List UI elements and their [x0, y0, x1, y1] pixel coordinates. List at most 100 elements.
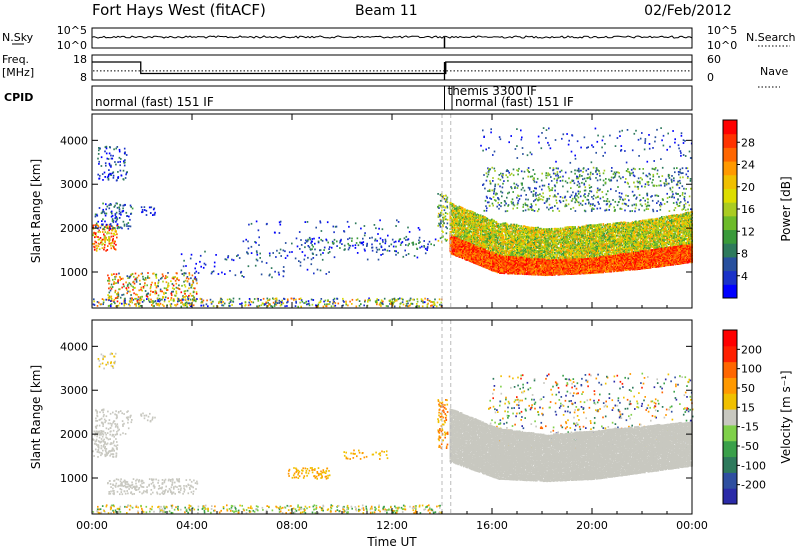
data-cell: [377, 249, 379, 251]
data-cell: [127, 291, 129, 293]
data-cell: [394, 250, 396, 252]
data-cell: [107, 245, 109, 247]
data-cell: [556, 182, 558, 184]
data-cell: [176, 272, 178, 274]
data-cell: [516, 145, 518, 147]
data-cell: [611, 167, 613, 169]
data-cell: [291, 251, 293, 253]
data-cell: [284, 250, 286, 252]
data-cell: [309, 304, 311, 306]
data-cell: [557, 173, 559, 175]
data-cell: [141, 211, 143, 213]
data-cell: [110, 228, 112, 230]
data-cell: [492, 154, 494, 156]
data-cell: [619, 135, 621, 137]
data-cell: [668, 183, 670, 185]
data-cell: [122, 211, 124, 213]
data-cell: [185, 299, 187, 301]
data-cell: [595, 177, 597, 179]
data-cell: [267, 298, 269, 300]
data-cell: [600, 198, 602, 200]
data-cell: [572, 191, 574, 193]
data-cell: [425, 252, 427, 254]
data-cell: [117, 292, 119, 294]
data-cell: [665, 181, 667, 183]
data-cell: [622, 203, 624, 205]
data-cell: [535, 193, 537, 195]
data-cell: [673, 202, 675, 204]
data-cell: [402, 301, 404, 303]
data-cell: [389, 250, 391, 252]
data-cell: [124, 305, 126, 307]
data-cell: [153, 305, 155, 307]
data-cell: [584, 136, 586, 138]
data-cell: [554, 205, 556, 207]
data-cell: [193, 291, 195, 293]
data-cell: [116, 220, 118, 222]
data-cell: [643, 172, 645, 174]
data-cell: [117, 207, 119, 209]
data-cell: [616, 180, 618, 182]
data-cell: [412, 242, 414, 244]
data-cell: [578, 178, 580, 180]
data-cell: [589, 190, 591, 192]
data-cell: [156, 277, 158, 279]
data-cell: [134, 303, 136, 305]
data-cell: [307, 257, 309, 259]
data-cell: [104, 247, 106, 249]
data-cell: [121, 287, 123, 289]
data-cell: [260, 299, 262, 301]
data-cell: [312, 238, 314, 240]
data-cell: [187, 298, 189, 300]
data-cell: [116, 273, 118, 275]
data-cell: [486, 172, 488, 174]
data-cell: [502, 177, 504, 179]
data-cell: [437, 225, 439, 227]
data-cell: [407, 303, 409, 305]
data-cell: [669, 210, 671, 212]
freq-panel-frame: [92, 55, 692, 80]
data-cell: [500, 205, 502, 207]
data-cell: [126, 171, 128, 173]
data-cell: [299, 231, 301, 233]
data-cell: [94, 243, 96, 245]
data-cell: [681, 209, 683, 211]
data-cell: [224, 273, 226, 275]
data-cell: [654, 141, 656, 143]
data-cell: [556, 167, 558, 169]
data-cell: [485, 149, 487, 151]
data-cell: [106, 213, 108, 215]
data-cell: [111, 288, 113, 290]
data-cell: [586, 170, 588, 172]
data-cell: [232, 301, 234, 303]
data-cell: [543, 196, 545, 198]
data-cell: [259, 253, 261, 255]
data-cell: [320, 270, 322, 272]
data-cell: [550, 207, 552, 209]
data-cell: [312, 246, 314, 248]
data-cell: [144, 282, 146, 284]
data-cell: [171, 294, 173, 296]
data-cell: [320, 222, 322, 224]
data-cell: [535, 204, 537, 206]
data-cell: [126, 289, 128, 291]
data-cell: [112, 218, 114, 220]
data-cell: [548, 183, 550, 185]
data-cell: [542, 192, 544, 194]
data-cell: [665, 179, 667, 181]
data-cell: [426, 249, 428, 251]
data-cell: [575, 158, 577, 160]
cpid-label: CPID: [4, 91, 33, 104]
data-cell: [281, 302, 283, 304]
data-cell: [178, 298, 180, 300]
data-cell: [515, 148, 517, 150]
data-cell: [570, 187, 572, 189]
data-cell: [323, 249, 325, 251]
data-cell: [149, 294, 151, 296]
data-cell: [254, 298, 256, 300]
data-cell: [637, 181, 639, 183]
data-cell: [200, 298, 202, 300]
data-cell: [522, 153, 524, 155]
data-cell: [376, 247, 378, 249]
